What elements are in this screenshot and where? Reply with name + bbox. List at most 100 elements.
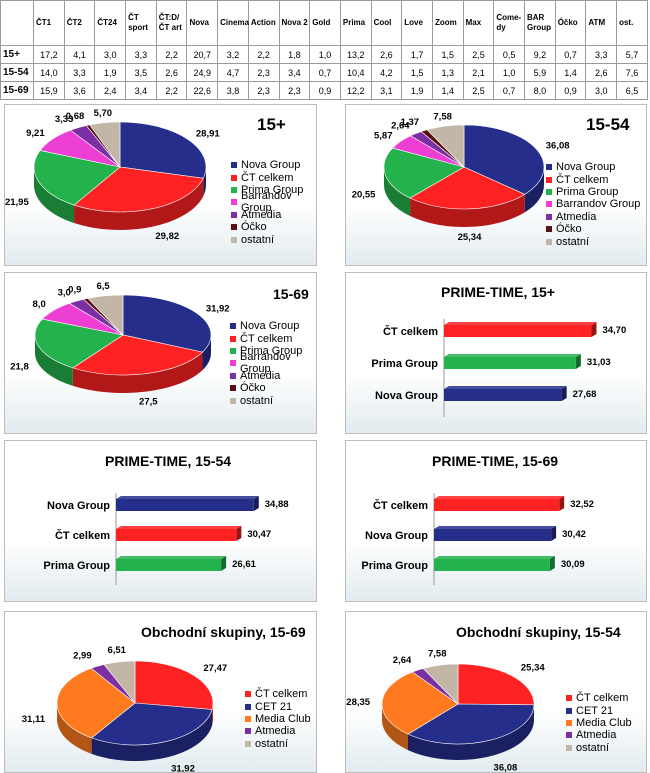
pie-slice-media-club — [56, 667, 136, 739]
legend-label: Nova Group — [556, 161, 616, 174]
legend-item-nova-group: Nova Group — [230, 320, 316, 332]
pie-slice-ostatni — [89, 121, 121, 168]
table-cell: 3,3 — [585, 45, 618, 64]
pie-slice-ct-celkem — [457, 663, 535, 706]
table-cell: 2,5 — [462, 81, 495, 100]
table-cell: 2,3 — [278, 81, 311, 100]
pie-data-label: 6,5 — [96, 281, 110, 292]
table-cell: 20,7 — [186, 45, 219, 64]
pie-slice-side-media-club — [57, 703, 92, 754]
pie-data-label: 7,58 — [433, 111, 452, 122]
legend-item-ocko: Óčko — [230, 382, 316, 394]
column-header: Gold — [309, 0, 341, 46]
chart-panel-15plus: 28,91 29,82 21,95 9,21 3,33 0,68 5,70 15+ Nova… — [4, 104, 317, 266]
table-cell: 6,5 — [616, 81, 648, 100]
bar-category-label: Prima Group — [371, 358, 438, 370]
chart-panel-primetime-15-54: Nova Group 34,88 ČT celkem 30,47 Prima Group… — [4, 440, 317, 602]
pie-slice-prima-group — [34, 318, 124, 369]
bar-nova-group — [116, 496, 259, 511]
legend-swatch — [230, 385, 236, 392]
bar-ct-celkem — [444, 322, 597, 337]
legend-label: Media Club — [255, 712, 311, 725]
column-header: ČT sport — [125, 0, 157, 46]
pie-data-label: 2,99 — [73, 651, 92, 662]
chart-panel-primetime-15plus: ČT celkem 34,70 Prima Group 31,03 Nova Group… — [345, 272, 647, 434]
pie-data-label: 28,35 — [346, 697, 370, 708]
table-cell: 1,0 — [309, 45, 341, 64]
table-row: 15-54 14,0 3,3 1,9 3,5 2,6 24,9 4,7 2,3 3,4 0,7 10,… — [0, 63, 648, 82]
pie-data-label: 1,37 — [401, 117, 420, 128]
table-cell: 8,0 — [524, 81, 556, 100]
pie-chart-obchodni-15-69: 27,47 31,92 31,11 2,99 6,51 — [22, 645, 227, 773]
pie-data-label: 36,08 — [494, 763, 518, 773]
pie-data-label: 2,64 — [391, 121, 410, 132]
legend-item-ostatni: ostatní — [231, 233, 316, 246]
chart-legend: Nova Group ČT celkem Prima Group Barrandov … — [231, 159, 316, 246]
table-cell: 13,2 — [339, 45, 372, 64]
table-cell: 7,6 — [616, 63, 648, 82]
pie-slice-cet-21 — [407, 703, 535, 745]
table-cell: 1,9 — [94, 63, 127, 82]
table-cell: 2,4 — [94, 81, 127, 100]
table-cell: 3,6 — [63, 81, 96, 100]
bar-data-label: 31,03 — [587, 357, 611, 368]
column-header: Cinema — [217, 0, 249, 46]
table-cell: 2,6 — [370, 45, 403, 64]
pie-slice-ct-celkem — [409, 166, 526, 210]
legend-swatch — [245, 740, 251, 747]
legend-swatch — [566, 695, 572, 702]
legend-label: ČT celkem — [240, 332, 293, 345]
legend-swatch — [231, 211, 237, 218]
pie-data-label: 9,21 — [26, 128, 45, 139]
legend-swatch — [245, 691, 251, 698]
pie-data-label: 31,92 — [171, 763, 195, 773]
pie-slice-side-ct-celkem — [72, 352, 203, 393]
legend-label: ostatní — [255, 737, 289, 750]
legend-item-ostatni: ostatní — [245, 738, 311, 750]
legend-label: Barrandov Group — [241, 190, 292, 215]
share-table: ČT1 ČT2 ČT24 ČT sport ČT:D/ ČT art Nova Cinema… — [0, 0, 648, 100]
legend-swatch — [230, 335, 236, 342]
bar-data-label: 34,88 — [265, 499, 289, 510]
table-cell: 3,0 — [94, 45, 127, 64]
table-cell: 22,6 — [186, 81, 219, 100]
table-cell: 2,3 — [247, 81, 280, 100]
pie-data-label: 31,92 — [206, 303, 230, 314]
bar-category-label: Prima Group — [361, 560, 428, 572]
pie-slice-side-nova-group — [203, 167, 206, 197]
legend-item-ct-celkem: ČT celkem — [245, 688, 311, 700]
pie-data-label: 0,9 — [68, 285, 81, 296]
legend-item-ostatni: ostatní — [546, 235, 640, 248]
legend-swatch — [566, 732, 572, 739]
bar-category-label: ČT celkem — [55, 529, 110, 542]
table-cell: 2,1 — [462, 63, 495, 82]
chart-legend: ČT celkem CET 21 Media Club Atmedia ostatní — [566, 692, 632, 754]
pie-slice-ostatni — [103, 660, 136, 704]
table-cell: 2,2 — [155, 81, 188, 100]
chart-title: Obchodní skupiny, 15-54 — [456, 624, 621, 640]
table-cell: 1,3 — [431, 63, 464, 82]
table-cell: 17,2 — [33, 45, 65, 64]
bar-nova-group — [444, 386, 567, 401]
legend-label: Atmedia — [240, 369, 281, 382]
legend-item-atmedia: Atmedia — [245, 725, 311, 737]
bar-data-label: 30,42 — [562, 529, 586, 540]
chart-title: PRIME-TIME, 15-69 — [432, 453, 559, 469]
bar-data-label: 32,52 — [570, 499, 594, 510]
row-label: 15-69 — [0, 81, 34, 100]
legend-item-nova-group: Nova Group — [546, 161, 640, 173]
table-cell: 15,9 — [33, 81, 65, 100]
pie-slice-ostatni — [426, 124, 465, 168]
legend-item-barrandov-group: Barrandov Group — [546, 198, 640, 210]
pie-data-label: 29,82 — [155, 231, 179, 242]
table-cell: 3,8 — [217, 81, 249, 100]
table-cell: 5,7 — [616, 45, 648, 64]
legend-label: Prima Group — [240, 344, 303, 357]
legend-item-media-club: Media Club — [566, 717, 632, 729]
bar-category-label: Nova Group — [375, 390, 438, 402]
table-cell: 3,0 — [585, 81, 618, 100]
chart-panel-obchodni-15-69: 27,47 31,92 31,11 2,99 6,51 Obchodní skupiny… — [4, 611, 317, 773]
legend-swatch — [230, 323, 236, 330]
pie-slice-prima-group — [383, 147, 465, 199]
legend-label: Nova Group — [240, 320, 300, 333]
